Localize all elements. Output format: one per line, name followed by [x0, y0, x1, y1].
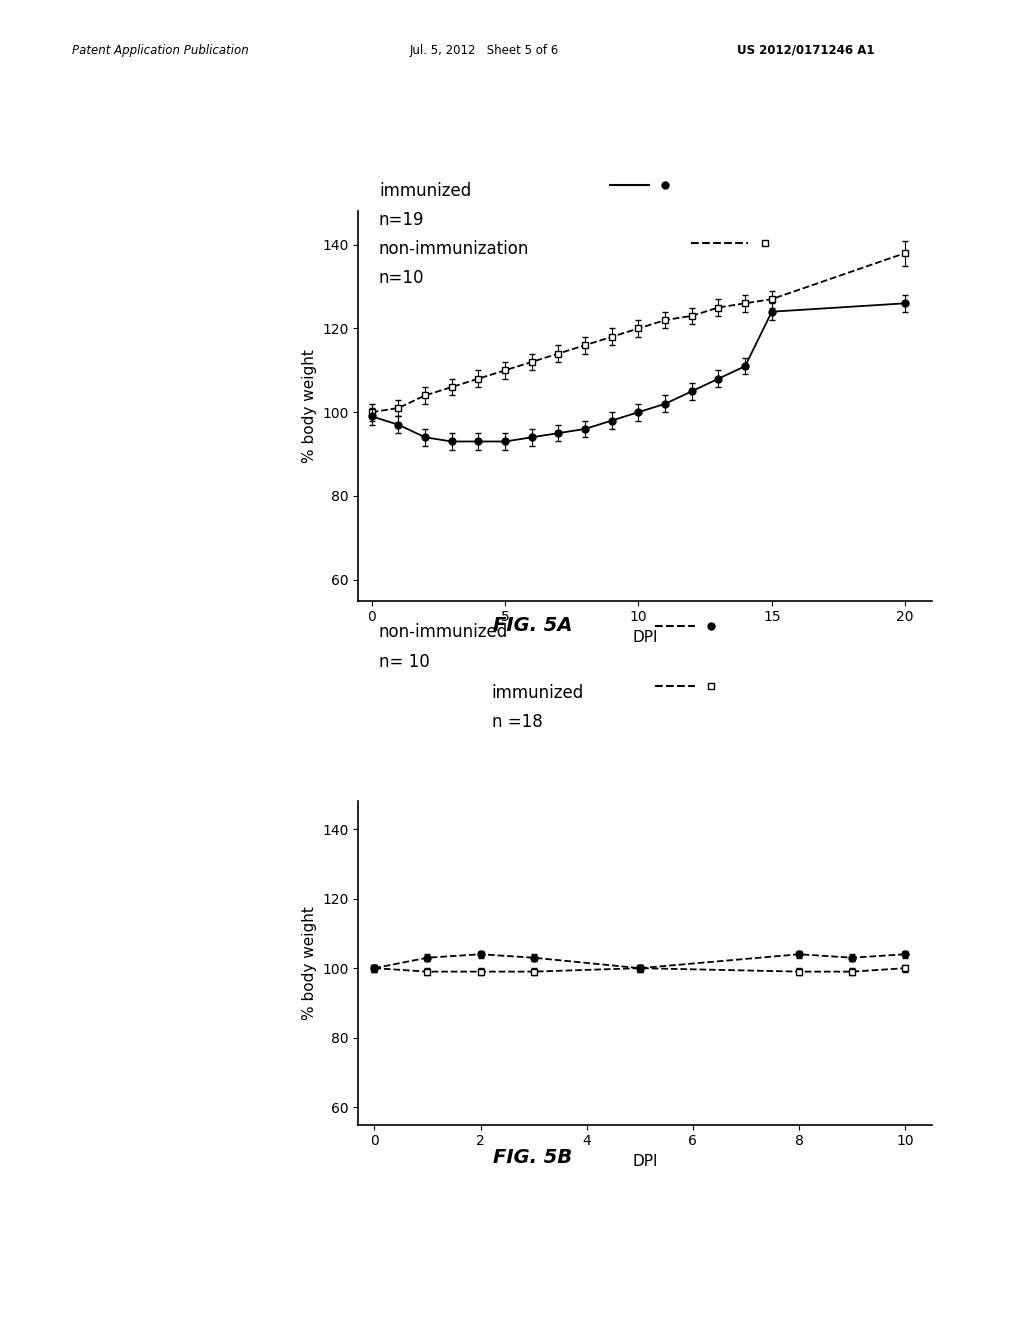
- Text: n=19: n=19: [379, 211, 424, 230]
- Text: immunized: immunized: [492, 684, 584, 702]
- Y-axis label: % body weight: % body weight: [302, 906, 316, 1020]
- Text: Patent Application Publication: Patent Application Publication: [72, 44, 249, 57]
- X-axis label: DPI: DPI: [633, 630, 657, 645]
- Text: FIG. 5A: FIG. 5A: [493, 616, 572, 635]
- Text: non-immunized: non-immunized: [379, 623, 508, 642]
- Text: n =18: n =18: [492, 713, 543, 731]
- Text: n=10: n=10: [379, 269, 424, 288]
- Text: n= 10: n= 10: [379, 653, 430, 672]
- Y-axis label: % body weight: % body weight: [302, 348, 316, 463]
- Text: US 2012/0171246 A1: US 2012/0171246 A1: [737, 44, 874, 57]
- Text: FIG. 5B: FIG. 5B: [493, 1148, 572, 1167]
- Text: Jul. 5, 2012   Sheet 5 of 6: Jul. 5, 2012 Sheet 5 of 6: [410, 44, 559, 57]
- Text: non-immunization: non-immunization: [379, 240, 529, 259]
- Text: immunized: immunized: [379, 182, 471, 201]
- X-axis label: DPI: DPI: [633, 1154, 657, 1170]
